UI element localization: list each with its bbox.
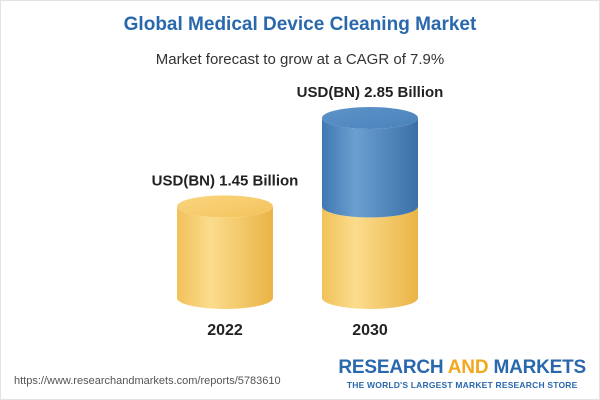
brand-wordmark: RESEARCH AND MARKETS [338,358,586,378]
bar-2030-base [322,206,418,309]
category-label-2022: 2022 [207,322,243,339]
category-label-2030: 2030 [352,322,388,339]
bar-2030-growth-top [322,107,418,129]
brand-word-and: AND [447,357,489,378]
brand-logo: RESEARCH AND MARKETS THE WORLD'S LARGEST… [338,358,586,391]
chart-title: Global Medical Device Cleaning Market [123,14,477,35]
data-label-2022: USD(BN) 1.45 Billion [152,172,299,189]
report-url[interactable]: https://www.researchandmarkets.com/repor… [14,375,281,387]
data-label-2030: USD(BN) 2.85 Billion [297,84,444,101]
bar-2030-growth [322,118,418,218]
brand-tagline: THE WORLD'S LARGEST MARKET RESEARCH STOR… [346,380,578,390]
bar-2022-top [177,195,273,218]
bar-2022 [177,206,273,309]
brand-word-markets: MARKETS [493,357,586,378]
chart-subtitle: Market forecast to grow at a CAGR of 7.9… [155,51,445,68]
brand-word-research: RESEARCH [338,357,444,378]
